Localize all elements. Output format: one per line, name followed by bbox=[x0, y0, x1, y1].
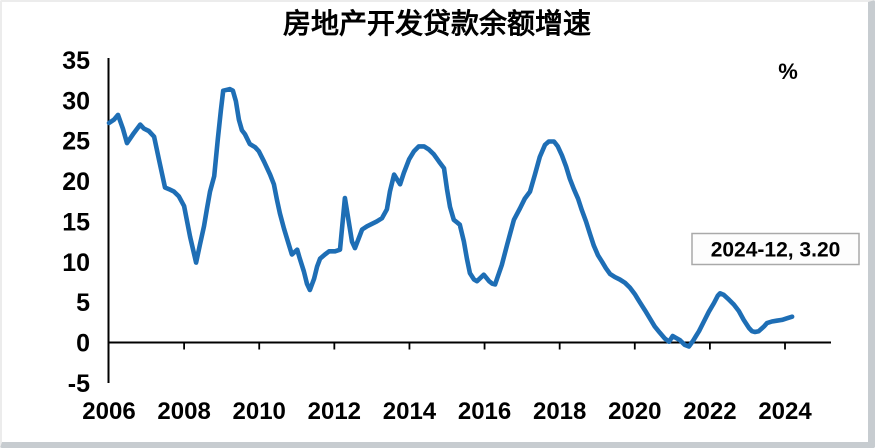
y-tick-label: -5 bbox=[68, 370, 90, 398]
x-tick-label: 2006 bbox=[82, 398, 135, 425]
loan-growth-line bbox=[106, 86, 795, 349]
x-tick-label: 2016 bbox=[458, 398, 511, 425]
y-tick-label: 20 bbox=[62, 168, 90, 196]
y-tick-label: 35 bbox=[62, 47, 90, 75]
annotation-box bbox=[691, 232, 860, 266]
annotation-callout: 2024-12, 3.20 bbox=[691, 232, 860, 266]
x-tick-label: 2014 bbox=[383, 398, 437, 425]
x-tick-label: 2020 bbox=[608, 398, 661, 425]
y-tick-label: 25 bbox=[62, 128, 90, 156]
y-tick-label: 0 bbox=[76, 330, 90, 358]
y-tick-label: 10 bbox=[62, 249, 90, 277]
unit-label: % bbox=[778, 59, 798, 84]
x-tick-label: 2012 bbox=[308, 398, 361, 425]
annotation-label: 2024-12, 3.20 bbox=[711, 239, 841, 262]
x-tick-label: 2008 bbox=[157, 398, 210, 425]
x-axis-tick-labels: 2006 2008 2010 2012 2014 2016 2018 2020 2022 2024 bbox=[82, 343, 812, 425]
y-axis-tick-labels: 35 30 25 20 15 10 5 0 -5 bbox=[62, 47, 90, 398]
x-tick-label: 2022 bbox=[683, 398, 736, 425]
chart-title: 房地产开发贷款余额增速 bbox=[283, 7, 591, 40]
y-tick-label: 30 bbox=[62, 87, 90, 115]
x-tick-label: 2010 bbox=[233, 398, 286, 425]
x-tick-label: 2018 bbox=[533, 398, 586, 425]
y-tick-label: 15 bbox=[62, 208, 90, 236]
y-tick-label: 5 bbox=[76, 289, 90, 317]
x-tick-label: 2024 bbox=[758, 398, 812, 425]
